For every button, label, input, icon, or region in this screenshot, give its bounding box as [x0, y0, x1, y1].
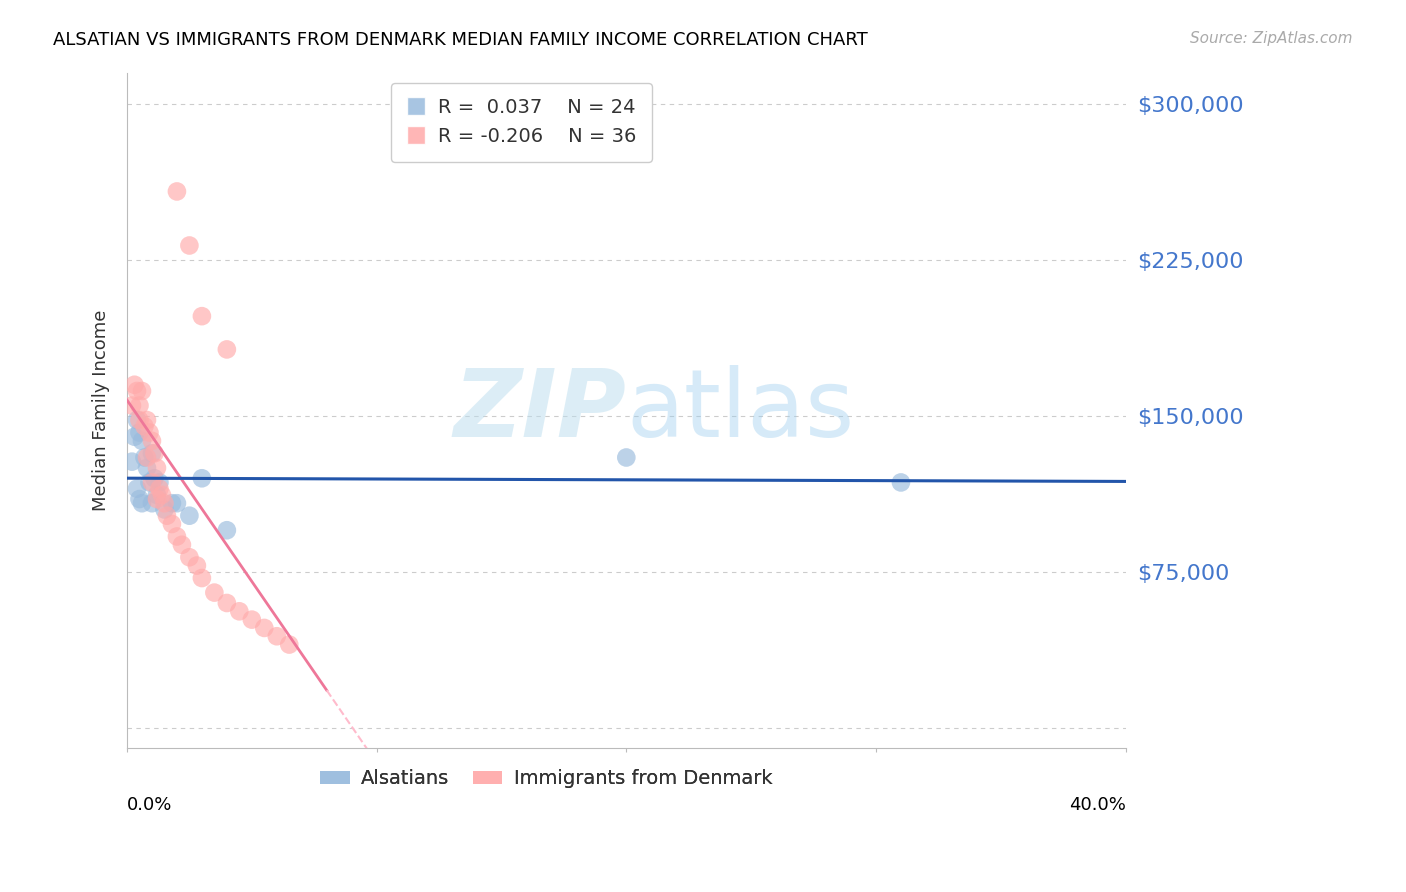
Point	[148, 482, 170, 496]
Point	[143, 446, 166, 460]
Point	[146, 488, 169, 502]
Point	[166, 529, 188, 543]
Point	[215, 596, 238, 610]
Point	[179, 550, 201, 565]
Point	[143, 471, 166, 485]
Point	[146, 461, 169, 475]
Y-axis label: Median Family Income: Median Family Income	[93, 310, 110, 511]
Point	[141, 434, 163, 448]
Point	[128, 425, 150, 440]
Point	[278, 638, 301, 652]
Point	[136, 413, 159, 427]
Point	[125, 413, 148, 427]
Point	[131, 496, 153, 510]
Text: Source: ZipAtlas.com: Source: ZipAtlas.com	[1189, 31, 1353, 46]
Text: ZIP: ZIP	[454, 365, 626, 457]
Point	[131, 384, 153, 398]
Point	[128, 413, 150, 427]
Point	[121, 399, 143, 413]
Point	[191, 571, 214, 585]
Point	[160, 496, 183, 510]
Point	[202, 585, 225, 599]
Point	[128, 399, 150, 413]
Point	[215, 523, 238, 537]
Point	[253, 621, 276, 635]
Point	[156, 508, 179, 523]
Point	[166, 185, 188, 199]
Point	[191, 471, 214, 485]
Point	[890, 475, 912, 490]
Text: 40.0%: 40.0%	[1069, 796, 1126, 814]
Point	[141, 496, 163, 510]
Point	[136, 461, 159, 475]
Point	[146, 491, 169, 506]
Legend: Alsatians, Immigrants from Denmark: Alsatians, Immigrants from Denmark	[312, 762, 780, 797]
Point	[170, 538, 193, 552]
Point	[153, 496, 176, 510]
Point	[134, 419, 156, 434]
Point	[240, 613, 263, 627]
Point	[150, 488, 173, 502]
Point	[121, 455, 143, 469]
Point	[125, 384, 148, 398]
Point	[131, 434, 153, 448]
Point	[136, 450, 159, 465]
Point	[186, 558, 208, 573]
Point	[153, 502, 176, 516]
Point	[266, 629, 288, 643]
Point	[228, 604, 250, 618]
Point	[141, 475, 163, 490]
Point	[134, 450, 156, 465]
Point	[160, 516, 183, 531]
Text: ALSATIAN VS IMMIGRANTS FROM DENMARK MEDIAN FAMILY INCOME CORRELATION CHART: ALSATIAN VS IMMIGRANTS FROM DENMARK MEDI…	[53, 31, 868, 49]
Point	[138, 425, 160, 440]
Point	[141, 446, 163, 460]
Point	[148, 475, 170, 490]
Text: atlas: atlas	[626, 365, 855, 457]
Point	[166, 496, 188, 510]
Point	[179, 238, 201, 252]
Point	[191, 309, 214, 323]
Point	[124, 377, 146, 392]
Point	[138, 475, 160, 490]
Point	[179, 508, 201, 523]
Text: 0.0%: 0.0%	[127, 796, 173, 814]
Point	[614, 450, 637, 465]
Point	[128, 491, 150, 506]
Point	[124, 430, 146, 444]
Point	[125, 482, 148, 496]
Point	[215, 343, 238, 357]
